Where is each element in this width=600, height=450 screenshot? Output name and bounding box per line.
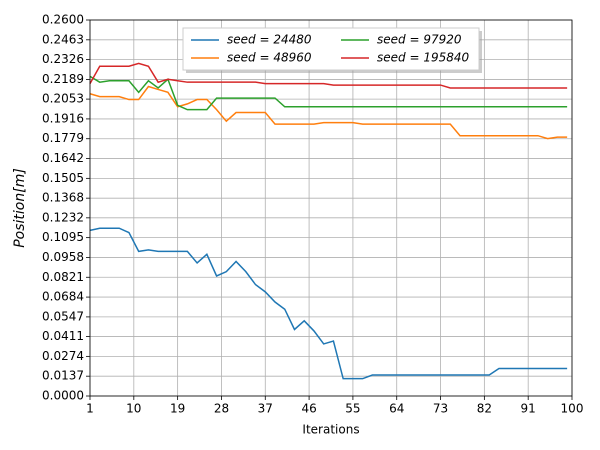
plot-frame	[89, 19, 573, 397]
y-tick-label: 0.1916	[42, 111, 84, 125]
x-tick-label: 91	[521, 402, 536, 416]
legend-label: seed = 195840	[377, 51, 469, 65]
y-tick-label: 0.1232	[42, 210, 84, 224]
series-line	[89, 62, 568, 89]
x-tick-label: 19	[170, 402, 185, 416]
x-tick-label: 73	[433, 402, 448, 416]
x-tick-label: 82	[477, 402, 492, 416]
x-tick-label: 37	[258, 402, 273, 416]
y-tick-label: 0.0137	[42, 369, 84, 383]
y-axis-label: Position[m]	[12, 168, 28, 248]
legend-label: seed = 24480	[227, 33, 312, 47]
series-line	[89, 75, 568, 111]
y-tick-label: 0.2326	[42, 52, 84, 66]
x-tick-label: 28	[214, 402, 229, 416]
legend-label: seed = 97920	[377, 33, 462, 47]
legend: seed = 24480 seed = 48960 seed = 97920 seed…	[182, 27, 482, 73]
y-tick-label: 0.0411	[42, 329, 84, 343]
y-tick-label: 0.0958	[42, 250, 84, 264]
legend-box	[182, 27, 480, 71]
y-tick-label: 0.0274	[42, 349, 84, 363]
x-tick-label: 46	[301, 402, 316, 416]
x-tick-label: 10	[126, 402, 141, 416]
y-tick-label: 0.0684	[42, 290, 84, 304]
y-tick-label: 0.0000	[42, 389, 84, 403]
y-tick-label: 0.0547	[42, 309, 84, 323]
y-tick-label: 0.0821	[42, 270, 84, 284]
x-tick-label: 55	[345, 402, 360, 416]
x-tick-label: 64	[389, 402, 404, 416]
y-tick-label: 0.1505	[42, 171, 84, 185]
x-axis-label: Iterations	[302, 423, 359, 437]
series-line	[89, 227, 568, 380]
x-tick-label: 1	[86, 402, 94, 416]
y-tick-label: 0.2053	[42, 92, 84, 106]
y-tick-label: 0.1095	[42, 230, 84, 244]
series-line	[89, 85, 568, 140]
y-tick-label: 0.2189	[42, 72, 84, 86]
y-tick-label: 0.1779	[42, 131, 84, 145]
x-tick-label: 100	[561, 402, 584, 416]
legend-label: seed = 48960	[227, 51, 312, 65]
y-tick-label: 0.2600	[42, 13, 84, 27]
y-tick-label: 0.2463	[42, 32, 84, 46]
y-tick-label: 0.1368	[42, 191, 84, 205]
y-tick-label: 0.1642	[42, 151, 84, 165]
